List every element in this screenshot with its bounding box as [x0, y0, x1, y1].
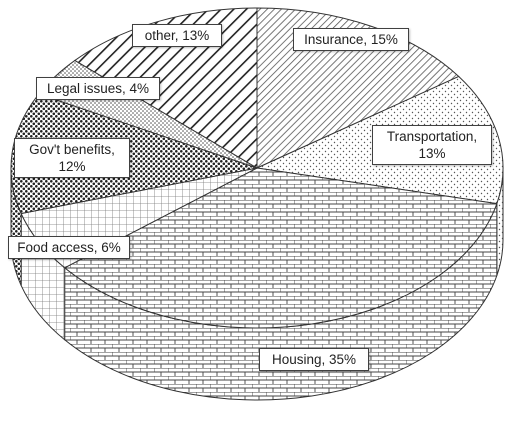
data-label-insurance: Insurance, 15% — [293, 28, 409, 51]
pie-slice-gov-t-benefits — [10, 93, 259, 215]
data-label-housing: Housing, 35% — [259, 348, 369, 371]
data-label-gov-t-benefits: Gov't benefits, 12% — [14, 138, 130, 178]
data-label-text: Legal issues, 4% — [46, 81, 150, 96]
pie-slice-housing — [63, 167, 498, 329]
data-label-food-access: Food access, 6% — [8, 236, 130, 259]
data-label-other: other, 13% — [132, 24, 222, 47]
data-label-text: other, 13% — [144, 28, 210, 43]
data-label-transportation: Transportation, 13% — [372, 125, 492, 165]
data-label-text: 12% — [58, 159, 86, 174]
data-label-text: Transportation, — [386, 129, 478, 144]
data-label-text: Insurance, 15% — [304, 32, 398, 47]
data-label-text: Food access, 6% — [17, 240, 121, 255]
pie-slice-other — [73, 7, 258, 169]
data-label-text: Gov't benefits, — [29, 142, 115, 157]
data-label-text: 13% — [418, 146, 446, 161]
data-label-legal-issues: Legal issues, 4% — [36, 77, 160, 100]
data-label-text: Housing, 35% — [271, 352, 357, 367]
